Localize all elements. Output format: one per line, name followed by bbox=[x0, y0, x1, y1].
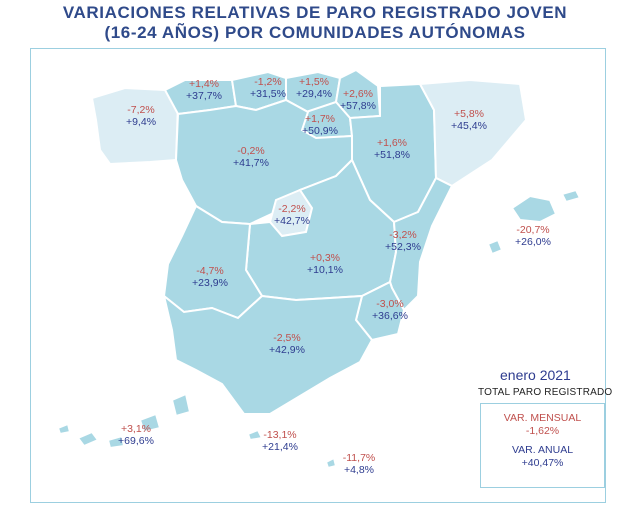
melilla-monthly-change: -11,7% bbox=[342, 452, 376, 464]
label-castilla-la-mancha: +0,3% +10,1% bbox=[307, 252, 343, 276]
region-canarias-4 bbox=[138, 412, 162, 434]
page-title-line-1: VARIACIONES RELATIVAS DE PARO REGISTRADO… bbox=[62, 3, 568, 22]
label-andalucia: -2,5% +42,9% bbox=[269, 332, 305, 356]
label-canarias: +3,1% +69,6% bbox=[118, 423, 154, 447]
region-comunidad-valenciana bbox=[388, 176, 454, 312]
madrid-monthly-change: -2,2% bbox=[278, 203, 306, 215]
label-comunidad-valenciana: -3,2% +52,3% bbox=[385, 229, 421, 253]
andalucia-annual-change: +42,9% bbox=[269, 344, 305, 356]
label-cantabria: -1,2% +31,5% bbox=[250, 76, 286, 100]
label-melilla: -11,7% +4,8% bbox=[343, 452, 376, 476]
baleares-annual-change: +26,0% bbox=[515, 236, 551, 248]
label-asturias: +1,4% +37,7% bbox=[186, 78, 222, 102]
murcia-annual-change: +36,6% bbox=[372, 310, 408, 322]
extremadura-annual-change: +23,9% bbox=[192, 277, 228, 289]
label-extremadura: -4,7% +23,9% bbox=[192, 265, 228, 289]
pais-vasco-monthly-change: +1,5% bbox=[298, 76, 330, 88]
castilla-leon-monthly-change: -0,2% bbox=[237, 145, 265, 157]
comunidad-valenciana-monthly-change: -3,2% bbox=[389, 229, 417, 241]
region-ceuta bbox=[246, 428, 264, 442]
castilla-leon-annual-change: +41,7% bbox=[233, 157, 269, 169]
region-baleares-mallorca bbox=[510, 194, 558, 224]
legend-monthly-value: -1,62% bbox=[525, 425, 560, 437]
comunidad-valenciana-annual-change: +52,3% bbox=[385, 241, 421, 253]
galicia-annual-change: +9,4% bbox=[125, 116, 157, 128]
la-rioja-monthly-change: +1,7% bbox=[304, 113, 336, 125]
label-aragon: +1,6% +51,8% bbox=[374, 137, 410, 161]
asturias-annual-change: +37,7% bbox=[186, 90, 222, 102]
legend-annual-value: +40,47% bbox=[521, 457, 564, 469]
region-canarias-2 bbox=[76, 430, 100, 448]
legend-annual-label: VAR. ANUAL bbox=[511, 444, 574, 456]
map-frame bbox=[30, 48, 606, 503]
label-galicia: -7,2% +9,4% bbox=[126, 104, 156, 128]
region-cataluna bbox=[418, 78, 528, 188]
label-pais-vasco: +1,5% +29,4% bbox=[296, 76, 332, 100]
page-title-line-2: (16-24 AÑOS) POR COMUNIDADES AUTÓNOMAS bbox=[104, 23, 526, 42]
legend-year: 2021 bbox=[539, 367, 571, 383]
label-murcia: -3,0% +36,6% bbox=[372, 298, 408, 322]
ceuta-monthly-change: -13,1% bbox=[263, 429, 297, 441]
navarra-monthly-change: +2,6% bbox=[342, 88, 374, 100]
cantabria-annual-change: +31,5% bbox=[250, 88, 286, 100]
region-canarias-1 bbox=[56, 422, 72, 436]
cantabria-monthly-change: -1,2% bbox=[254, 76, 282, 88]
label-baleares: -20,7% +26,0% bbox=[515, 224, 551, 248]
cataluna-monthly-change: +5,8% bbox=[453, 108, 485, 120]
label-la-rioja: +1,7% +50,9% bbox=[302, 113, 338, 137]
region-baleares-ibiza bbox=[486, 238, 504, 256]
aragon-annual-change: +51,8% bbox=[374, 149, 410, 161]
legend-box: VAR. MENSUAL -1,62% VAR. ANUAL +40,47% bbox=[480, 403, 605, 488]
canarias-annual-change: +69,6% bbox=[118, 435, 154, 447]
region-andalucia bbox=[162, 293, 374, 415]
label-cataluna: +5,8% +45,4% bbox=[451, 108, 487, 132]
pais-vasco-annual-change: +29,4% bbox=[296, 88, 332, 100]
castilla-la-mancha-annual-change: +10,1% bbox=[307, 264, 343, 276]
navarra-annual-change: +57,8% bbox=[340, 100, 376, 112]
canarias-monthly-change: +3,1% bbox=[120, 423, 152, 435]
label-navarra: +2,6% +57,8% bbox=[340, 88, 376, 112]
region-galicia bbox=[90, 86, 180, 166]
legend-date: enero 2021 bbox=[500, 367, 571, 383]
legend-month: enero bbox=[500, 367, 536, 383]
ceuta-annual-change: +21,4% bbox=[262, 441, 298, 453]
legend-monthly-label: VAR. MENSUAL bbox=[503, 412, 582, 424]
label-castilla-leon: -0,2% +41,7% bbox=[233, 145, 269, 169]
label-ceuta: -13,1% +21,4% bbox=[262, 429, 298, 453]
castilla-la-mancha-monthly-change: +0,3% bbox=[309, 252, 341, 264]
murcia-monthly-change: -3,0% bbox=[376, 298, 404, 310]
extremadura-monthly-change: -4,7% bbox=[196, 265, 224, 277]
melilla-annual-change: +4,8% bbox=[343, 464, 375, 476]
la-rioja-annual-change: +50,9% bbox=[302, 125, 338, 137]
madrid-annual-change: +42,7% bbox=[274, 215, 310, 227]
label-madrid: -2,2% +42,7% bbox=[274, 203, 310, 227]
baleares-monthly-change: -20,7% bbox=[516, 224, 550, 236]
region-canarias-3 bbox=[106, 434, 126, 450]
legend-subtitle: TOTAL PARO REGISTRADO bbox=[478, 387, 613, 398]
aragon-monthly-change: +1,6% bbox=[376, 137, 408, 149]
andalucia-monthly-change: -2,5% bbox=[273, 332, 301, 344]
cataluna-annual-change: +45,4% bbox=[451, 120, 487, 132]
galicia-monthly-change: -7,2% bbox=[127, 104, 155, 116]
region-baleares-menorca bbox=[560, 188, 582, 204]
region-melilla bbox=[324, 456, 338, 470]
region-canarias-5 bbox=[170, 392, 192, 418]
asturias-monthly-change: +1,4% bbox=[188, 78, 220, 90]
